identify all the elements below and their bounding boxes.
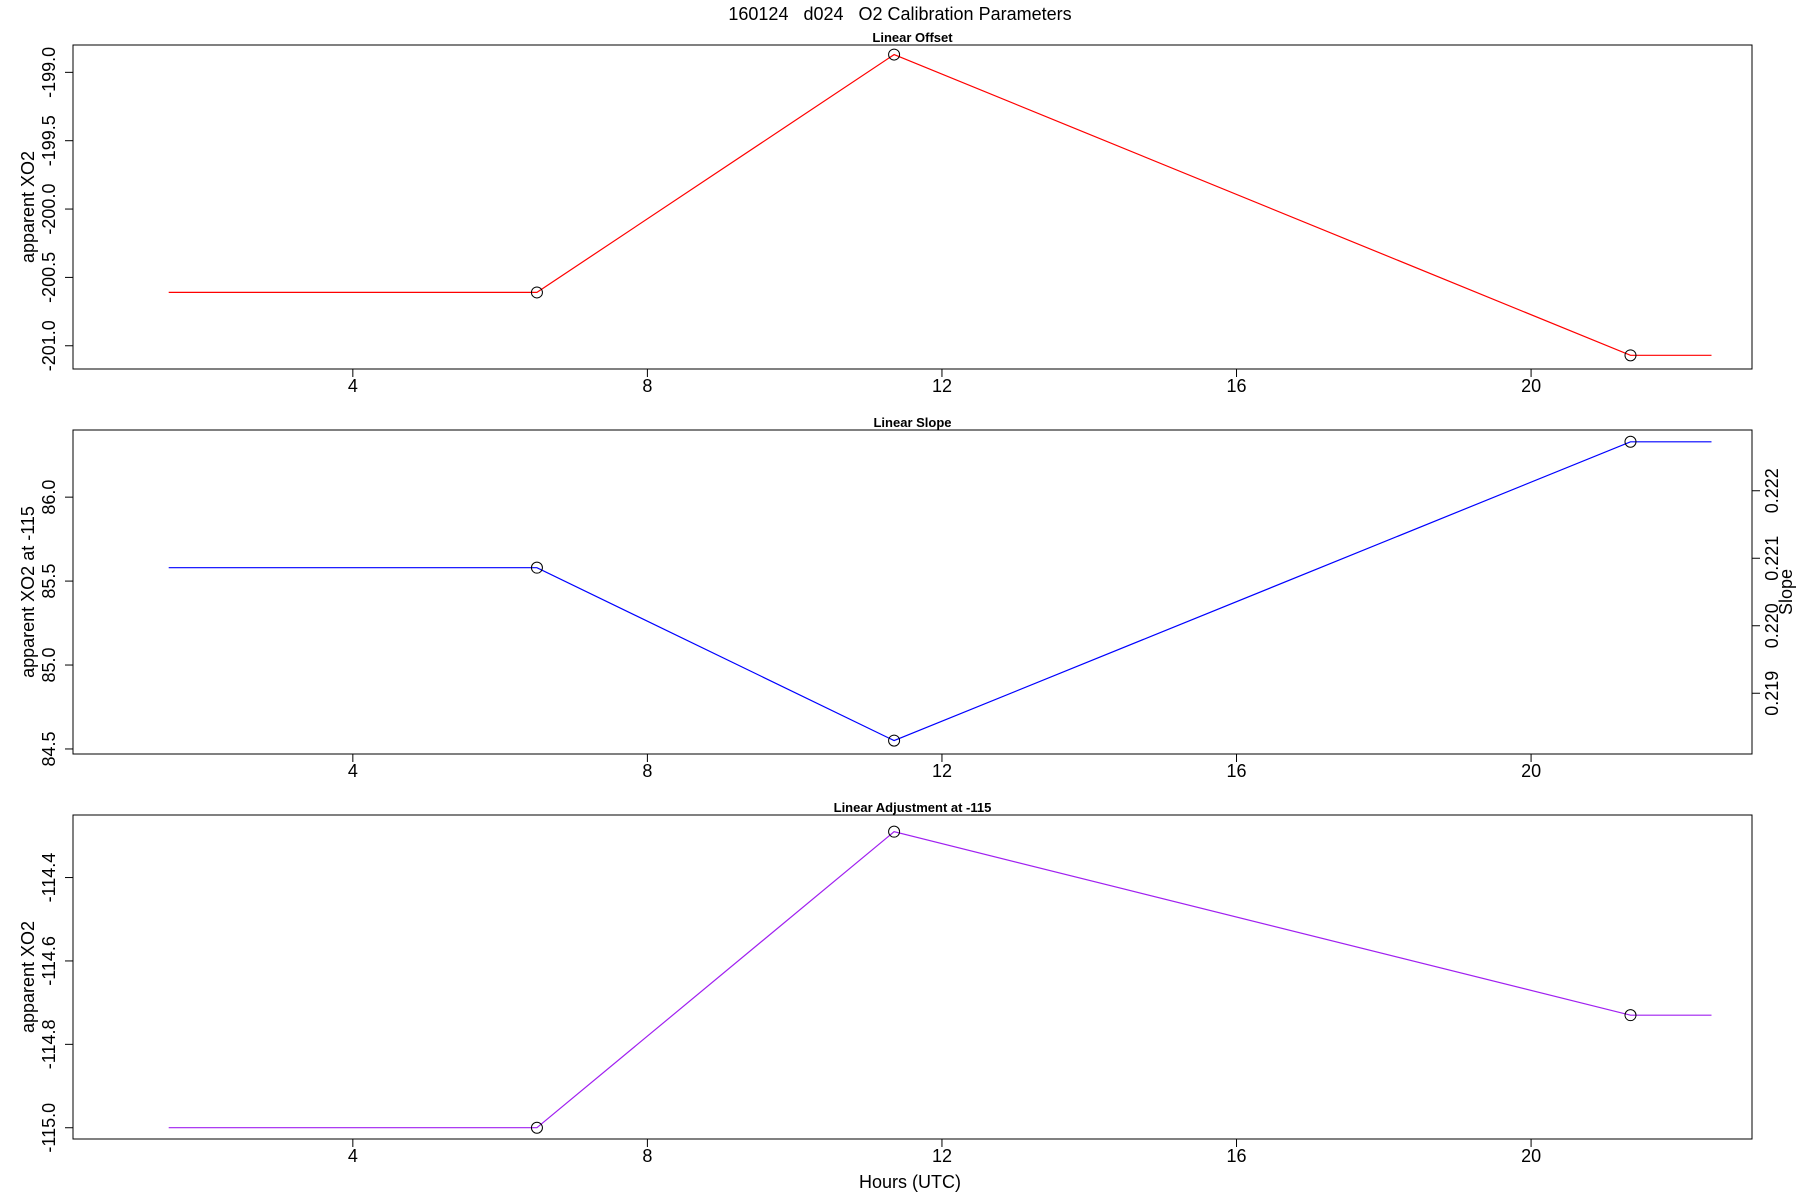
- y-tick-label: 85.0: [39, 648, 59, 683]
- y-tick-label: 85.5: [39, 564, 59, 599]
- x-axis-label: Hours (UTC): [859, 1172, 961, 1192]
- x-tick-label: 20: [1521, 761, 1541, 781]
- series-line: [168, 53, 1712, 356]
- x-tick-label: 4: [348, 376, 358, 396]
- x-tick-label: 4: [348, 1146, 358, 1166]
- x-tick-label: 20: [1521, 1146, 1541, 1166]
- y-tick-label: -199.0: [39, 47, 59, 98]
- x-tick-label: 16: [1227, 1146, 1247, 1166]
- y2-tick-label: 0.220: [1762, 603, 1782, 648]
- x-tick-label: 8: [642, 761, 652, 781]
- y-tick-label: 86.0: [39, 480, 59, 515]
- data-point-marker: [530, 561, 543, 574]
- y2-axis-label: Slope: [1776, 569, 1796, 615]
- x-tick-label: 4: [348, 761, 358, 781]
- data-point-marker: [530, 286, 543, 299]
- panels-group: Linear Offset 4 8 12 16 20 -201.0 -200.5 -200.0 -…: [18, 30, 1796, 1166]
- plot-frame: [72, 429, 1753, 755]
- data-point-marker: [888, 48, 901, 61]
- y-axis-label: apparent XO2: [18, 151, 38, 263]
- x-tick-label: 16: [1227, 376, 1247, 396]
- data-point-marker: [888, 734, 901, 747]
- x-tick-label: 8: [642, 376, 652, 396]
- y2-tick-label: 0.219: [1762, 671, 1782, 716]
- y-tick-label: -200.5: [39, 252, 59, 303]
- y-axis-label: apparent XO2: [18, 921, 38, 1033]
- y-tick-label: -114.8: [39, 1019, 59, 1069]
- panel-title: Linear Offset: [872, 30, 953, 45]
- panel-title: Linear Adjustment at -115: [834, 800, 992, 815]
- y2-tick-label: 0.222: [1762, 468, 1782, 513]
- series-line: [168, 441, 1712, 742]
- data-point-marker: [1624, 349, 1637, 362]
- data-point-marker: [1624, 435, 1637, 448]
- x-tick-label: 12: [932, 761, 952, 781]
- data-point-marker: [1624, 1009, 1637, 1022]
- panel-1: Linear Offset 4 8 12 16 20 -201.0 -200.5 -200.0 -…: [18, 30, 1753, 396]
- panel-title: Linear Slope: [873, 415, 951, 430]
- plot-frame: [72, 44, 1753, 370]
- data-point-marker: [888, 825, 901, 838]
- y-tick-label: -200.0: [39, 184, 59, 235]
- y2-tick-label: 0.221: [1762, 536, 1782, 581]
- x-tick-label: 12: [932, 376, 952, 396]
- x-tick-label: 8: [642, 1146, 652, 1166]
- y-axis-label: apparent XO2 at -115: [18, 506, 38, 678]
- y-tick-label: -114.6: [39, 936, 59, 986]
- x-tick-label: 16: [1227, 761, 1247, 781]
- y-tick-label: -201.0: [39, 320, 59, 371]
- data-point-marker: [530, 1121, 543, 1134]
- series-line: [168, 831, 1712, 1129]
- x-tick-label: 20: [1521, 376, 1541, 396]
- x-tick-label: 12: [932, 1146, 952, 1166]
- y-tick-label: -115.0: [39, 1103, 59, 1153]
- y-tick-label: -114.4: [39, 853, 59, 903]
- panel-2: Linear Slope 4 8 12 16 20 84.5 85.0 85.5 86.0appa…: [18, 415, 1796, 781]
- y-tick-label: 84.5: [39, 731, 59, 766]
- figure-title: 160124 d024 O2 Calibration Parameters: [728, 4, 1071, 24]
- plot-frame: [72, 814, 1753, 1140]
- panel-3: Linear Adjustment at -115 4 8 12 16 20 -115.0 -…: [18, 800, 1753, 1166]
- y-tick-label: -199.5: [39, 115, 59, 166]
